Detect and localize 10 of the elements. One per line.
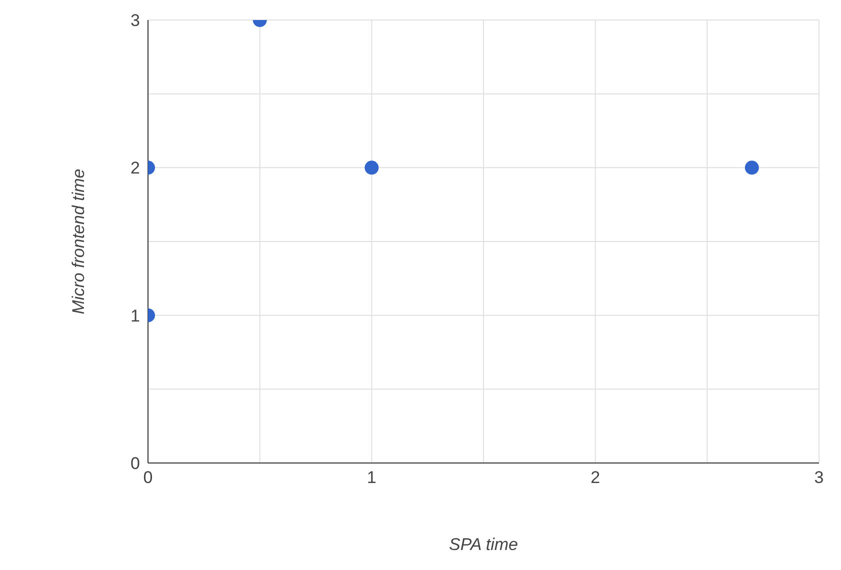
x-tick-label: 3: [814, 468, 824, 488]
x-tick-label: 0: [143, 468, 153, 488]
y-tick-label: 0: [130, 454, 140, 474]
y-tick-label: 1: [130, 306, 140, 326]
y-axis-title: Micro frontend time: [69, 168, 88, 314]
x-tick-label: 1: [366, 468, 376, 488]
x-axis-title: SPA time: [449, 535, 518, 554]
y-tick-label: 3: [130, 11, 140, 30]
y-tick-label: 2: [130, 158, 140, 178]
x-tick-label: 2: [590, 468, 600, 488]
